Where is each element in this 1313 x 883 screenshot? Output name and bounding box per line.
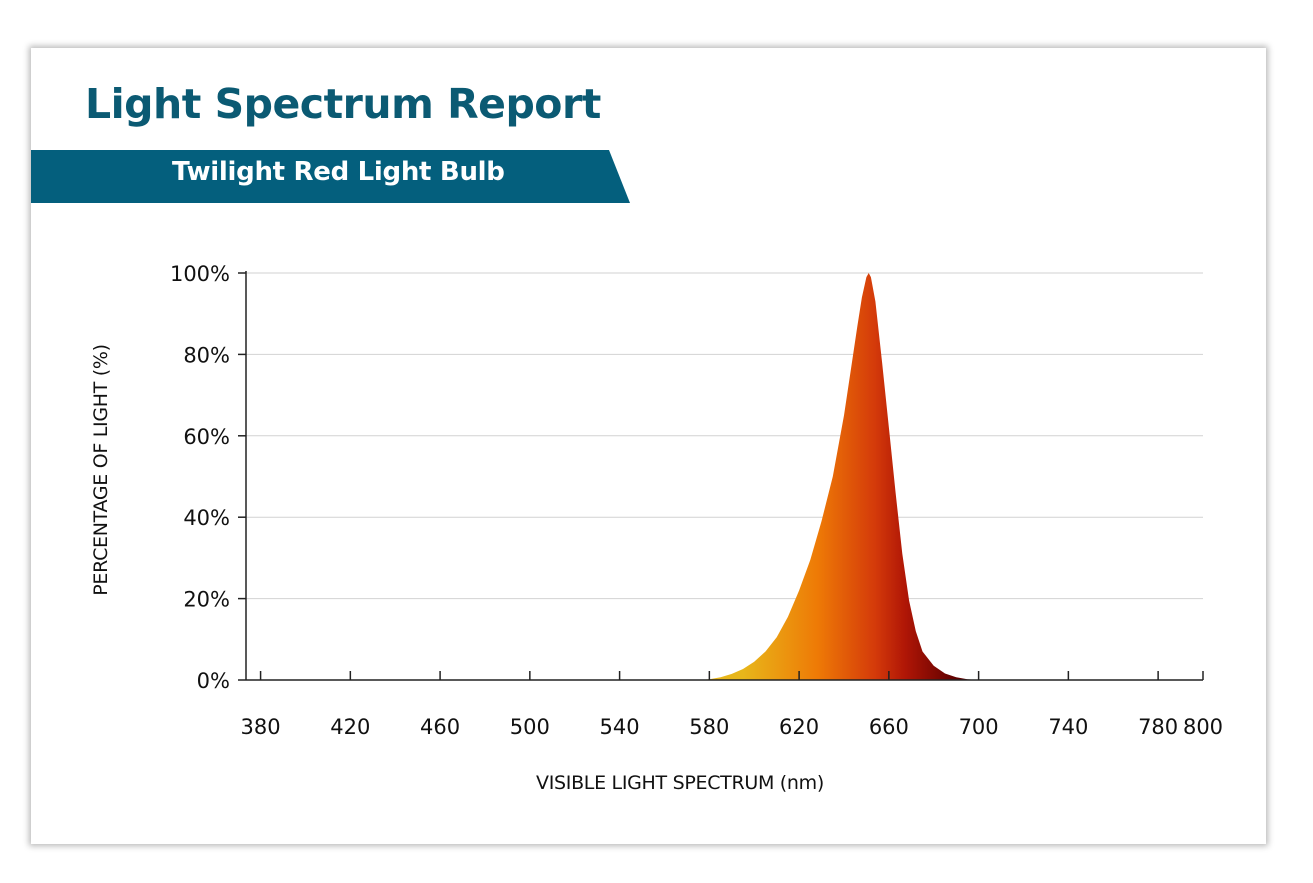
x-tick-label: 380 [241,715,281,739]
x-tick-label: 420 [330,715,370,739]
x-tick-label: 500 [510,715,550,739]
x-tick-labels: 380 420 460 500 540 580 620 660 700 740 780 800 [241,715,1224,739]
axes [238,271,1204,681]
x-tick-label: 620 [779,715,819,739]
spectrum-area [698,273,979,680]
y-tick-label: 20% [183,588,230,612]
x-tick-label: 740 [1048,715,1088,739]
x-tick-label: 800 [1183,715,1223,739]
subtitle-banner [31,150,630,203]
x-tick-label: 460 [420,715,460,739]
x-tick-label: 660 [869,715,909,739]
x-tick-label: 700 [959,715,999,739]
y-tick-label: 80% [183,343,230,367]
x-tick-label: 780 [1138,715,1178,739]
x-tick-label: 540 [600,715,640,739]
y-axis-label: PERCENTAGE OF LIGHT (%) [90,344,112,596]
y-tick-label: 60% [183,425,230,449]
report-title: Light Spectrum Report [85,80,601,128]
grid-lines [246,272,1203,600]
y-tick-label: 0% [197,669,230,693]
x-tick-label: 580 [689,715,729,739]
spectrum-curve [698,273,979,680]
y-tick-label: 100% [170,262,230,286]
x-axis-label: VISIBLE LIGHT SPECTRUM (nm) [536,772,824,794]
y-tick-labels: 0% 20% 40% 60% 80% 100% [170,262,230,693]
y-tick-label: 40% [183,506,230,530]
report-subtitle: Twilight Red Light Bulb [172,157,505,187]
